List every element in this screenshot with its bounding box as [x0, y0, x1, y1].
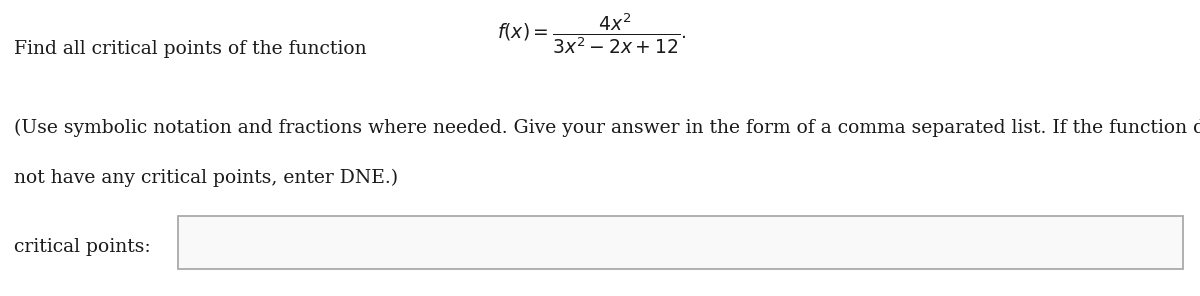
FancyBboxPatch shape — [178, 216, 1183, 269]
Text: Find all critical points of the function: Find all critical points of the function — [14, 40, 373, 58]
Text: $f(x) = \dfrac{4x^2}{3x^2-2x+12}$.: $f(x) = \dfrac{4x^2}{3x^2-2x+12}$. — [497, 12, 686, 57]
Text: (Use symbolic notation and fractions where needed. Give your answer in the form : (Use symbolic notation and fractions whe… — [14, 118, 1200, 137]
Text: critical points:: critical points: — [14, 238, 151, 256]
Text: not have any critical points, enter DNE.): not have any critical points, enter DNE.… — [14, 169, 398, 187]
